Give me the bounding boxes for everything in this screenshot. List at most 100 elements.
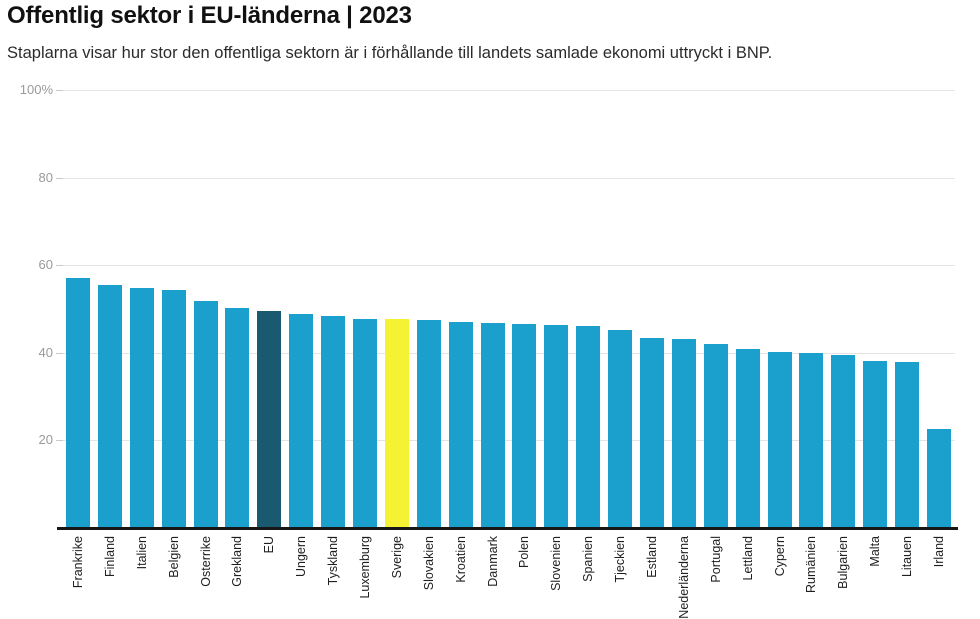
- bar-slot-slovakien: [413, 90, 445, 528]
- x-label-kroatien: Kroatien: [453, 536, 468, 583]
- bar-cypern[interactable]: [767, 352, 792, 528]
- x-label-sverige: Sverige: [389, 536, 404, 579]
- bar-spanien[interactable]: [576, 326, 601, 528]
- bar-grekland[interactable]: [225, 308, 250, 528]
- y-tick-100: [56, 90, 63, 91]
- x-label-tjeckien: Tjeckien: [613, 536, 628, 583]
- bar-slot-frankrike: [62, 90, 94, 528]
- bar-polen[interactable]: [512, 323, 537, 528]
- bar-slot-finland: [94, 90, 126, 528]
- x-label-slot-eu: EU: [253, 536, 285, 605]
- bar-finland[interactable]: [97, 285, 122, 528]
- bar-slot-estland: [636, 90, 668, 528]
- bar-malta[interactable]: [863, 361, 888, 528]
- bar-frankrike[interactable]: [65, 278, 90, 528]
- bar-lettland[interactable]: [735, 349, 760, 528]
- bar-slot-luxemburg: [349, 90, 381, 528]
- bar-slot-rumanien: [795, 90, 827, 528]
- x-axis-labels: Frankrike Finland Italien Belgien Osterrike G…: [62, 536, 955, 619]
- bar-danmark[interactable]: [480, 322, 505, 528]
- x-label-polen: Polen: [517, 536, 532, 568]
- x-label-slot-nederlanderna: Nederländerna: [668, 536, 700, 619]
- x-label-slot-frankrike: Frankrike: [62, 536, 94, 605]
- x-label-slot-luxemburg: Luxemburg: [349, 536, 381, 605]
- x-label-slot-portugal: Portugal: [700, 536, 732, 605]
- x-label-slovakien: Slovakien: [421, 536, 436, 591]
- bar-slovakien[interactable]: [416, 319, 441, 528]
- bar-ungern[interactable]: [289, 313, 314, 528]
- bar-slot-malta: [859, 90, 891, 528]
- x-label-tyskland: Tyskland: [326, 536, 341, 586]
- x-label-belgien: Belgien: [166, 536, 181, 578]
- bar-slot-kroatien: [445, 90, 477, 528]
- x-label-luxemburg: Luxemburg: [357, 536, 372, 599]
- bar-portugal[interactable]: [703, 344, 728, 528]
- x-label-frankrike: Frankrike: [70, 536, 85, 589]
- x-label-bulgarien: Bulgarien: [836, 536, 851, 589]
- x-label-lettland: Lettland: [740, 536, 755, 581]
- chart-page: Offentlig sektor i EU-länderna | 2023 St…: [0, 2, 958, 619]
- bar-slot-polen: [508, 90, 540, 528]
- y-tick-label-40: 40: [38, 344, 53, 360]
- bar-slot-italien: [126, 90, 158, 528]
- x-label-slot-danmark: Danmark: [477, 536, 509, 605]
- bar-bulgarien[interactable]: [831, 355, 856, 528]
- x-label-slot-lettland: Lettland: [732, 536, 764, 605]
- bar-luxemburg[interactable]: [352, 318, 377, 528]
- x-label-slot-belgien: Belgien: [158, 536, 190, 605]
- y-tick-40: [56, 352, 63, 354]
- plot-area: [56, 90, 955, 528]
- bar-tyskland[interactable]: [321, 316, 346, 528]
- x-label-slot-osterrike: Osterrike: [190, 536, 222, 605]
- x-label-slot-ungern: Ungern: [285, 536, 317, 605]
- bar-slot-nederlanderna: [668, 90, 700, 528]
- bar-estland[interactable]: [639, 338, 664, 528]
- bar-litauen[interactable]: [895, 362, 920, 528]
- bar-eu[interactable]: [257, 310, 282, 528]
- bar-osterrike[interactable]: [193, 301, 218, 528]
- x-label-slot-malta: Malta: [859, 536, 891, 605]
- bar-slot-bulgarien: [827, 90, 859, 528]
- x-label-nederlanderna: Nederländerna: [676, 536, 691, 619]
- x-label-irland: Irland: [931, 536, 946, 568]
- bar-rumanien[interactable]: [799, 352, 824, 528]
- x-label-osterrike: Osterrike: [198, 536, 213, 587]
- bar-slot-tyskland: [317, 90, 349, 528]
- y-axis-labels: 100% 80 60 40 20: [0, 82, 53, 528]
- gridline-100: [62, 90, 955, 91]
- x-label-italien: Italien: [134, 536, 149, 570]
- bar-belgien[interactable]: [161, 290, 186, 528]
- page-title: Offentlig sektor i EU-länderna | 2023: [7, 2, 412, 29]
- bar-slot-ungern: [285, 90, 317, 528]
- bar-slot-litauen: [891, 90, 923, 528]
- bar-slot-sverige: [381, 90, 413, 528]
- bar-slot-grekland: [221, 90, 253, 528]
- gridline-40: [62, 352, 955, 354]
- y-tick-label-20: 20: [38, 432, 53, 448]
- y-tick-label-60: 60: [38, 257, 53, 273]
- x-label-spanien: Spanien: [581, 536, 596, 582]
- x-label-slot-irland: Irland: [923, 536, 955, 605]
- bar-slovenien[interactable]: [544, 324, 569, 528]
- bar-tjeckien[interactable]: [608, 329, 633, 528]
- gridline-20: [62, 440, 955, 442]
- x-label-slot-rumanien: Rumänien: [795, 536, 827, 605]
- x-label-eu: EU: [262, 536, 277, 554]
- bar-irland[interactable]: [926, 428, 951, 528]
- bar-slot-spanien: [572, 90, 604, 528]
- x-label-litauen: Litauen: [900, 536, 915, 578]
- bar-slot-slovenien: [540, 90, 572, 528]
- bar-kroatien[interactable]: [448, 321, 473, 528]
- y-tick-label-80: 80: [38, 169, 53, 185]
- x-label-cypern: Cypern: [772, 536, 787, 577]
- bar-series: [62, 90, 955, 528]
- gridline-60: [62, 265, 955, 267]
- bar-slot-tjeckien: [604, 90, 636, 528]
- x-label-slot-slovenien: Slovenien: [540, 536, 572, 605]
- x-label-slovenien: Slovenien: [549, 536, 564, 591]
- bar-sverige[interactable]: [384, 319, 409, 528]
- bar-slot-eu: [253, 90, 285, 528]
- x-label-slot-kroatien: Kroatien: [445, 536, 477, 605]
- bar-italien[interactable]: [129, 287, 154, 528]
- bar-nederlanderna[interactable]: [671, 338, 696, 528]
